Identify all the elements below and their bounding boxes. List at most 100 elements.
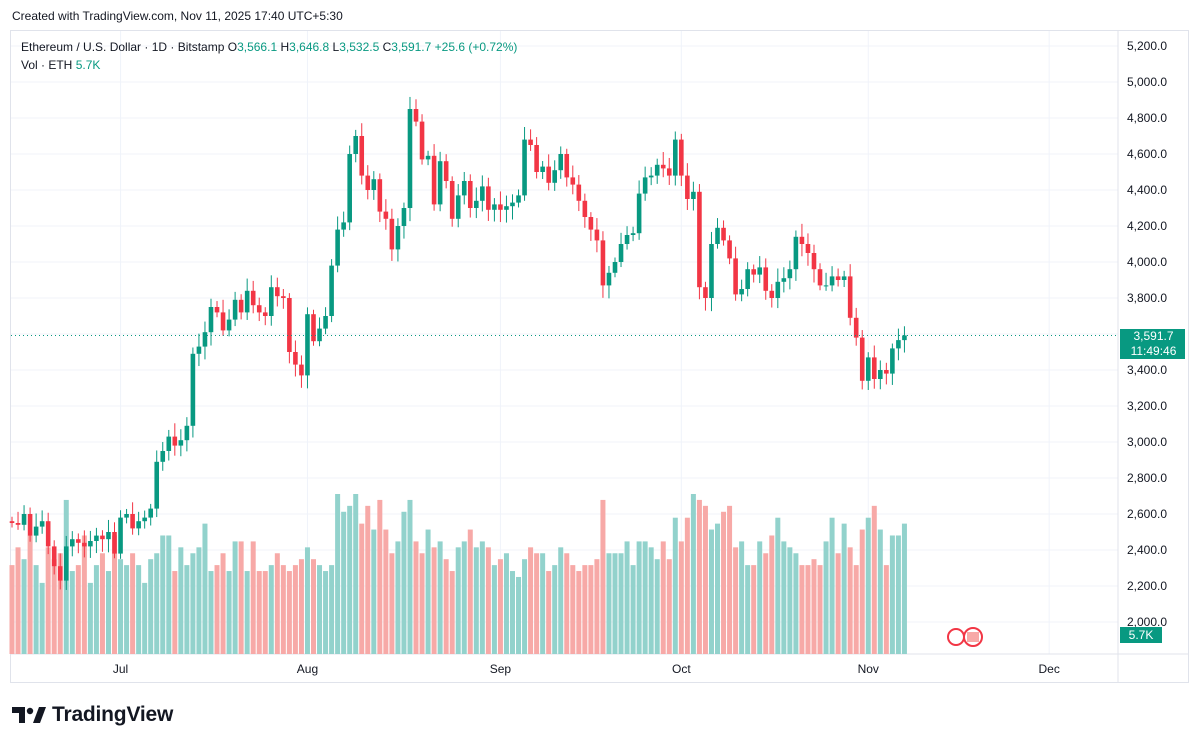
candle (256, 305, 262, 313)
volume-bar (588, 565, 594, 654)
volume-label[interactable]: Vol · ETH (21, 58, 73, 72)
candle (341, 222, 346, 230)
candle (528, 139, 533, 145)
volume-bar (461, 541, 467, 654)
candle (359, 136, 365, 176)
volume-bar (208, 571, 214, 654)
candle (305, 314, 310, 376)
candle (106, 532, 111, 540)
volume-bar (799, 565, 805, 654)
y-tick-label: 2,000.0 (1127, 615, 1167, 629)
y-tick-label: 5,200.0 (1127, 39, 1167, 53)
candle (45, 521, 51, 547)
candle (480, 186, 485, 201)
candle (721, 227, 726, 241)
volume-bar (739, 541, 745, 654)
volume-bar (883, 565, 889, 654)
candle (727, 240, 732, 259)
candle (691, 191, 696, 199)
candle (33, 526, 39, 536)
volume-bar (540, 553, 546, 654)
tradingview-logo[interactable]: TradingView (12, 703, 173, 727)
candle (703, 287, 708, 298)
close-label: C (382, 40, 392, 54)
volume-bar (503, 553, 509, 654)
candle (196, 346, 202, 354)
candle (582, 200, 588, 217)
volume-bar (491, 565, 497, 654)
volume-bar (341, 511, 347, 654)
candle (492, 204, 497, 210)
candle (896, 340, 901, 349)
candle (202, 332, 208, 347)
volume-bar (787, 547, 793, 654)
low-label: L (332, 40, 340, 54)
volume-bar (841, 523, 847, 654)
volume-bar (654, 559, 660, 654)
volume-bar (57, 553, 63, 654)
volume-bar (642, 541, 648, 654)
volume-bar (226, 571, 232, 654)
candles (9, 96, 907, 590)
volume-bar (877, 529, 883, 654)
volume-bar (395, 541, 401, 654)
candle (419, 121, 425, 160)
candle (88, 541, 93, 547)
candle (401, 208, 407, 226)
candle (829, 276, 835, 286)
time-axis: Jul Aug Sep Oct Nov Dec (113, 662, 1060, 676)
candle (685, 175, 690, 199)
volume-bar (268, 565, 274, 654)
volume-bar (811, 559, 817, 654)
volume-bar (154, 553, 160, 654)
volume-bar (353, 494, 359, 654)
volume-bar (160, 535, 166, 654)
volume-bar (112, 535, 118, 654)
volume-bar (497, 559, 503, 654)
volume-bar (142, 582, 148, 654)
candle (498, 204, 503, 210)
candle (775, 281, 781, 298)
volume-bar (805, 565, 811, 654)
candle (467, 181, 473, 208)
symbol-title[interactable]: Ethereum / U.S. Dollar · 1D · Bitstamp (21, 40, 225, 54)
volume-bar (87, 582, 93, 654)
x-tick-label: Nov (858, 662, 879, 676)
volume-bar (865, 517, 871, 654)
candle (389, 218, 395, 250)
volume-bar (437, 541, 443, 654)
volume-bar (130, 553, 136, 654)
volume-bar (286, 571, 292, 654)
volume-bar (600, 499, 606, 654)
candle (884, 370, 889, 374)
candle (865, 357, 871, 381)
flag-icon (947, 628, 965, 646)
candle (130, 514, 135, 529)
candle (679, 139, 684, 176)
volume-bar (220, 553, 226, 654)
volume-bar (311, 559, 316, 654)
candle (552, 170, 557, 183)
volume-bar (274, 553, 280, 654)
flag-icons[interactable] (947, 627, 983, 647)
volume-bar (612, 553, 618, 654)
volume-bar (196, 547, 202, 654)
volume-bar (33, 565, 39, 654)
x-tick-label: Aug (297, 662, 318, 676)
chart-panel[interactable] (10, 30, 1189, 683)
high-label: H (280, 40, 290, 54)
volume-bar (425, 529, 431, 654)
volume-bar (298, 559, 304, 654)
candle (244, 290, 250, 313)
candle (232, 299, 238, 320)
y-tick-label: 4,400.0 (1127, 183, 1167, 197)
volume-bars (9, 494, 907, 654)
volume-bar (304, 547, 310, 654)
volume-bar (829, 517, 835, 654)
candle (172, 436, 178, 446)
volume-bar (389, 553, 395, 654)
volume-bar (546, 571, 552, 654)
volume-bar (238, 541, 244, 654)
candle (63, 546, 69, 581)
